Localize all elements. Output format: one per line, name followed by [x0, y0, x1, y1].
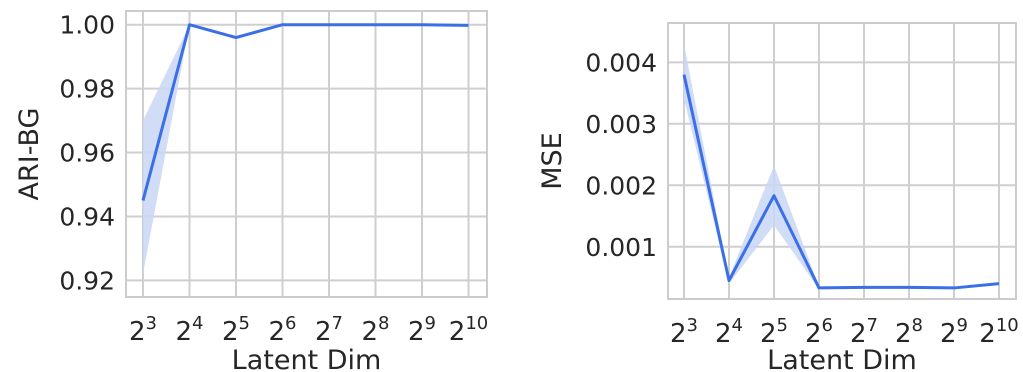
x-tick-label: 27	[315, 313, 343, 347]
plot-frame	[667, 22, 1017, 300]
y-tick-label: 0.004	[585, 48, 657, 77]
x-tick-label: 27	[850, 315, 878, 349]
x-tick-label: 29	[408, 313, 436, 347]
x-axis-label: Latent Dim	[767, 345, 917, 372]
y-tick-label: 0.002	[585, 171, 657, 200]
x-tick-label: 28	[362, 313, 390, 347]
ari-bg-chart: 0.92 0.94 0.96 0.98 1.00 23 24 25 26 27 28 29 210 Lat…	[14, 10, 488, 372]
y-axis-label: ARI-BG	[14, 108, 45, 201]
confidence-band	[684, 43, 999, 290]
x-tick-label: 24	[715, 315, 743, 349]
y-tick-label: 1.00	[59, 11, 115, 40]
x-tick-label: 23	[670, 315, 698, 349]
y-tick-label: 0.98	[59, 75, 115, 104]
x-tick-label: 24	[176, 313, 204, 347]
x-tick-label: 25	[760, 315, 788, 349]
y-tick-label: 0.92	[59, 266, 115, 295]
series-line	[141, 23, 469, 201]
x-tick-label: 28	[895, 315, 923, 349]
x-tick-label: 210	[979, 315, 1018, 349]
x-tick-label: 29	[940, 315, 968, 349]
x-tick-label: 210	[449, 313, 488, 347]
plot-frame	[125, 10, 488, 298]
x-axis-label: Latent Dim	[232, 345, 382, 372]
x-tick-label: 25	[222, 313, 250, 347]
series-line	[682, 74, 1000, 290]
y-tick-label: 0.001	[585, 233, 657, 262]
x-tick-label: 26	[805, 315, 833, 349]
confidence-band	[143, 24, 469, 274]
y-axis-label: MSE	[537, 132, 568, 190]
mse-chart: 0.001 0.002 0.003 0.004 23 24 25 26 27 28 29 210 Lat…	[537, 22, 1019, 372]
y-tick-label: 0.94	[59, 202, 115, 231]
y-tick-label: 0.96	[59, 139, 115, 168]
x-tick-label: 26	[269, 313, 297, 347]
x-tick-label: 23	[129, 313, 157, 347]
y-tick-label: 0.003	[585, 110, 657, 139]
